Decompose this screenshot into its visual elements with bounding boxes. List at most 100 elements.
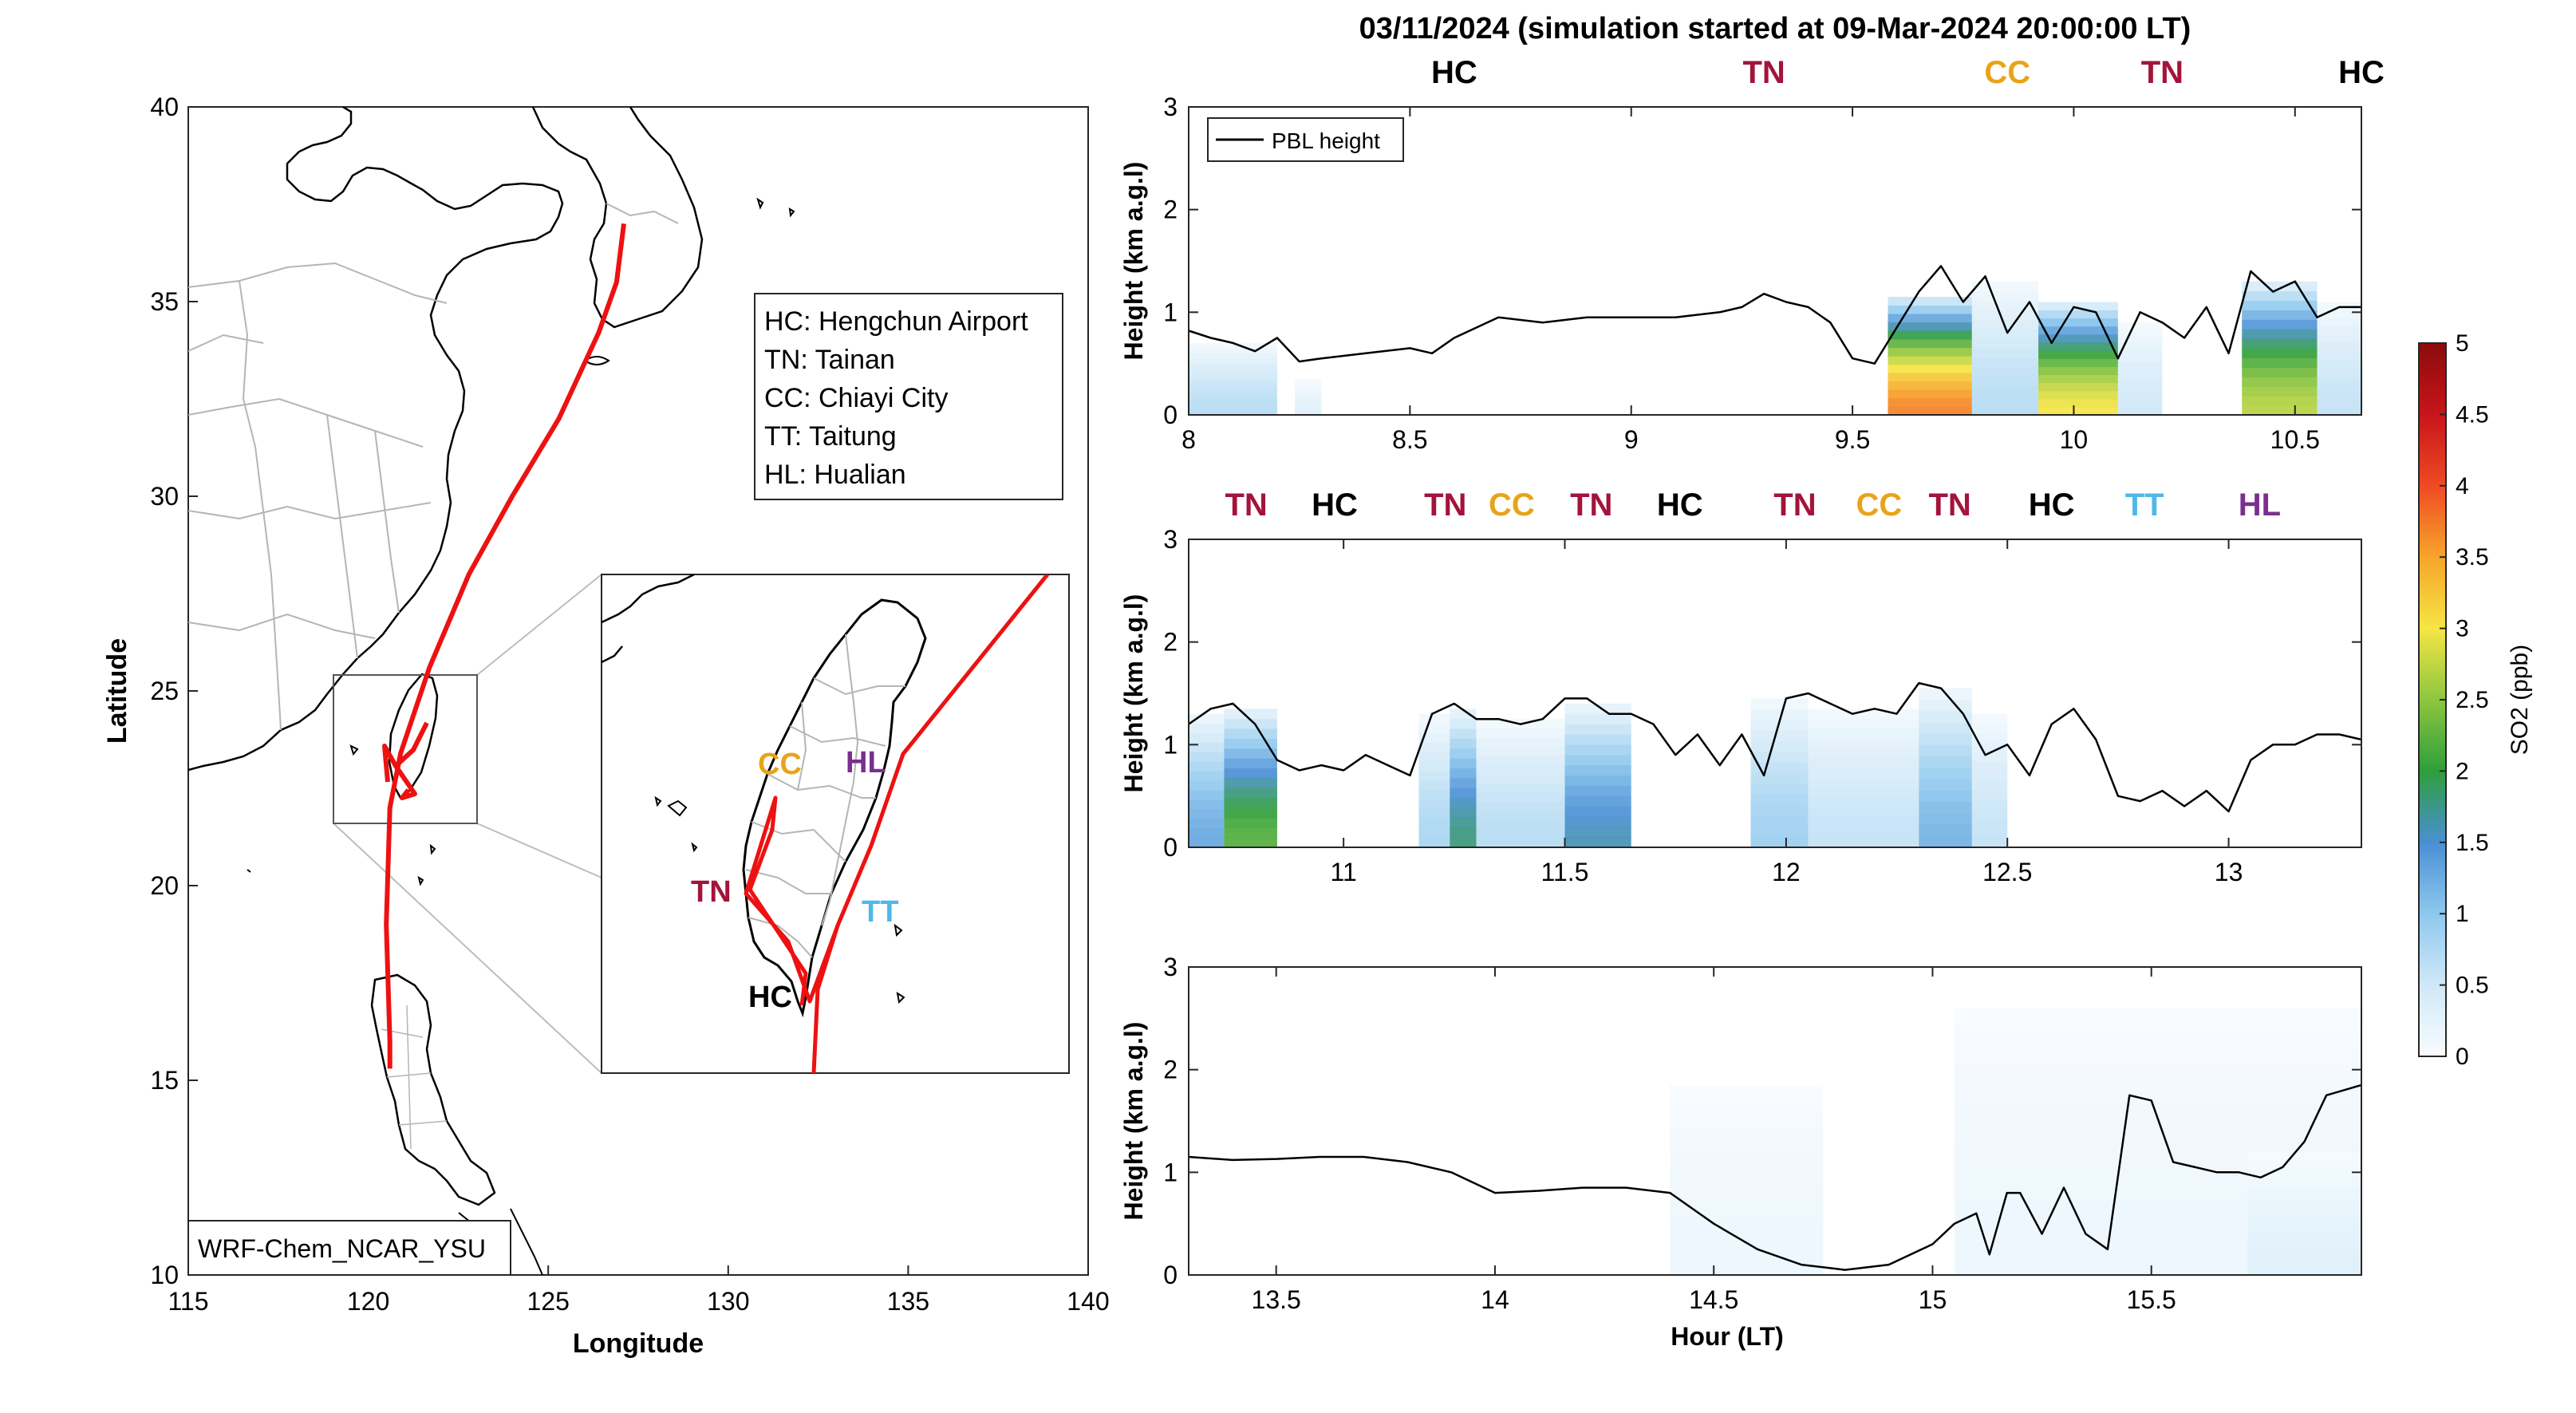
inset-label-hl: HL <box>846 746 886 780</box>
so2-cell <box>1189 369 1277 375</box>
so2-cell <box>1954 1084 2361 1104</box>
so2-cell <box>1476 774 1565 784</box>
japan-fragment <box>756 197 795 218</box>
taiwan-inset: CC HL TN TT HC <box>601 574 1070 1074</box>
so2-cell <box>2317 334 2361 343</box>
so2-cell <box>2242 310 2318 321</box>
so2-cell <box>1808 837 1919 847</box>
site-label-tt: TT <box>2125 487 2164 523</box>
so2-cell <box>1418 780 1450 791</box>
taiwan-track-detail <box>382 721 429 800</box>
so2-cell <box>2242 377 2318 387</box>
site-label-tn: TN <box>1928 487 1970 523</box>
so2-field <box>1189 681 2361 847</box>
ytick-label: 3 <box>1163 953 1178 981</box>
so2-cell <box>1450 758 1477 769</box>
so2-cell <box>1670 1193 1824 1208</box>
map-ytick-label: 35 <box>150 287 179 316</box>
inset-china-coast <box>602 574 695 664</box>
site-label-hc: HC <box>2338 55 2385 90</box>
so2-cell <box>1295 397 1322 401</box>
so2-cell <box>1418 799 1450 810</box>
so2-cell <box>1971 290 2039 302</box>
so2-cell <box>1971 329 2039 339</box>
map-ytick-label: 30 <box>150 482 179 511</box>
so2-cell <box>2117 395 2163 402</box>
so2-cell <box>1564 755 1631 766</box>
so2-cell <box>1295 405 1322 408</box>
so2-cell <box>2247 1160 2361 1170</box>
so2-cell <box>1919 779 1972 791</box>
legend-entry-tt: TT: Taitung <box>764 421 897 452</box>
site-label-tn: TN <box>1742 55 1785 90</box>
so2-cell <box>1450 827 1477 839</box>
map-xticks: 115 120 125 130 135 140 <box>168 1265 1110 1316</box>
so2-cell <box>1888 338 1972 348</box>
so2-cell <box>1808 728 1919 740</box>
ytick-label: 0 <box>1163 1261 1178 1289</box>
so2-cell <box>1919 835 1972 847</box>
so2-cell <box>1971 357 2039 368</box>
so2-cell <box>1224 708 1277 720</box>
inset-label-hc: HC <box>748 981 792 1014</box>
so2-cell <box>1750 740 1809 752</box>
so2-cell <box>1224 797 1277 808</box>
so2-cell <box>1564 713 1631 725</box>
so2-cell <box>1919 824 1972 837</box>
so2-cell <box>1564 827 1631 838</box>
province-borders <box>188 203 679 731</box>
so2-cell <box>1888 373 1972 382</box>
so2-cell <box>2242 348 2318 358</box>
so2-cell <box>2317 406 2361 415</box>
so2-cell <box>1295 392 1322 395</box>
so2-cell <box>1189 378 1277 385</box>
so2-cell <box>1418 713 1450 724</box>
so2-cell <box>1189 358 1277 365</box>
so2-cell <box>1919 768 1972 780</box>
so2-cell <box>1476 783 1565 793</box>
so2-cell <box>1564 785 1631 797</box>
so2-cell <box>1418 790 1450 800</box>
xtick-label: 12 <box>1772 858 1801 886</box>
inset-zoom-box <box>333 674 478 824</box>
colorbar-tick-label: 1 <box>2456 901 2469 927</box>
xtick-label: 14.5 <box>1689 1285 1738 1314</box>
so2-cell <box>1750 720 1809 731</box>
so2-cell <box>1476 737 1565 748</box>
so2-cell <box>1224 778 1277 789</box>
legend-entry-cc: CC: Chiayi City <box>764 383 948 413</box>
inset-taiwan-coastline <box>742 598 927 1018</box>
map-xtick-label: 125 <box>527 1287 570 1316</box>
so2-cell <box>1564 775 1631 787</box>
map-xtick-label: 115 <box>168 1287 208 1316</box>
so2-cell <box>2117 335 2163 343</box>
so2-cell <box>2317 398 2361 408</box>
so2-cell <box>1670 1179 1824 1194</box>
legend-entry-hl: HL: Hualian <box>764 460 906 490</box>
so2-cell <box>1971 771 2008 781</box>
so2-cell <box>1564 724 1631 735</box>
so2-cell <box>1750 730 1809 742</box>
so2-cell <box>1189 353 1277 359</box>
xtick-label: 15 <box>1919 1285 1947 1314</box>
so2-cell <box>2117 375 2163 383</box>
so2-cell <box>1189 373 1277 380</box>
so2-cell <box>1189 809 1225 819</box>
so2-cell <box>1971 348 2039 358</box>
xtick-label: 8 <box>1181 425 1196 454</box>
so2-cell <box>2038 318 2118 327</box>
so2-cell <box>1808 807 1919 819</box>
so2-cell <box>1919 711 1972 723</box>
so2-cell <box>1971 732 2008 744</box>
ytick-label: 1 <box>1163 298 1178 326</box>
ytick-label: 2 <box>1163 628 1178 657</box>
map-ytick-label: 40 <box>150 93 179 121</box>
so2-cell <box>2038 302 2118 311</box>
so2-cell <box>2247 1248 2361 1258</box>
luzon-borders <box>381 1004 448 1150</box>
xtick-label: 15.5 <box>2127 1285 2176 1314</box>
map-xlabel: Longitude <box>573 1328 704 1359</box>
so2-cell <box>1224 718 1277 729</box>
model-label-frame <box>187 1220 511 1276</box>
